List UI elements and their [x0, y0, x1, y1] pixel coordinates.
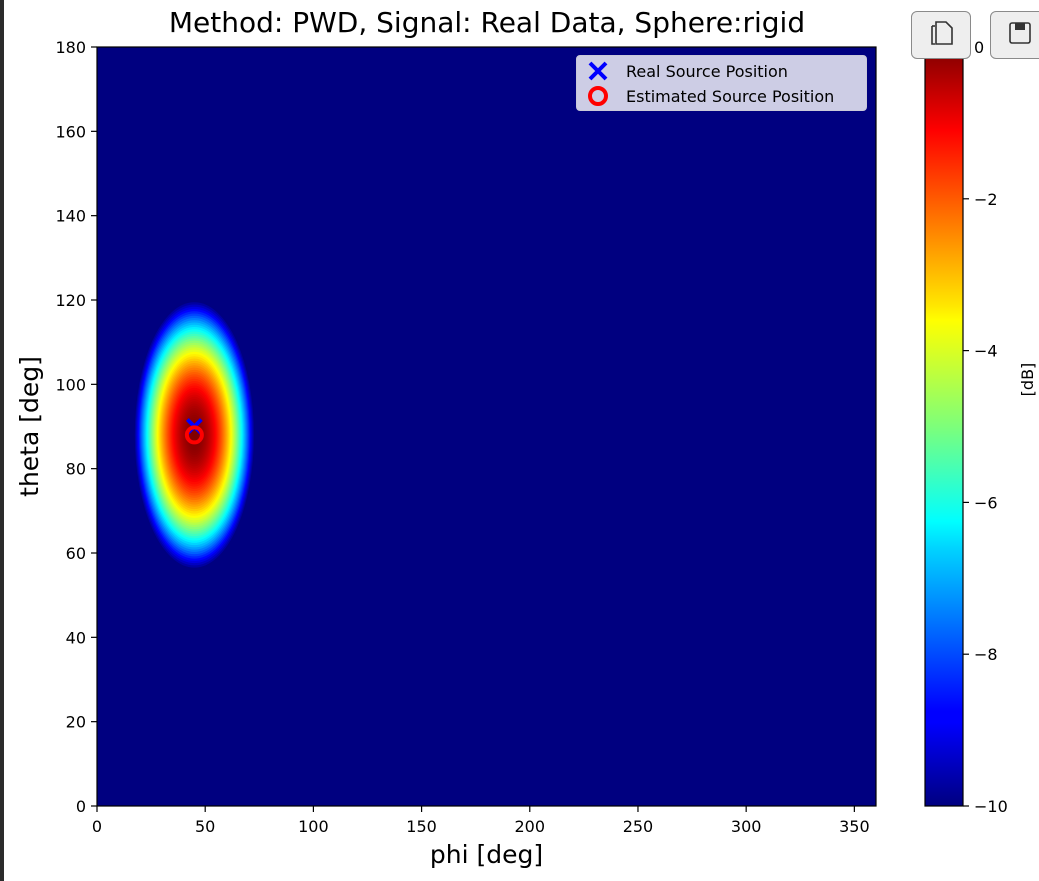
x-axis-label: phi [deg] [430, 840, 543, 869]
source-markers [184, 418, 204, 445]
colorbar: 0 −2 −4 −6 −8 −10 [dB] [924, 38, 1037, 816]
y-tick-label: 120 [55, 291, 86, 310]
colorbar-gradient [925, 47, 963, 806]
colorbar-tick-label: −8 [974, 645, 998, 664]
chart-title: Method: PWD, Signal: Real Data, Sphere:r… [168, 6, 806, 39]
y-tick-label: 180 [55, 38, 86, 57]
plot-frame [96, 46, 877, 807]
heatmap-contour [193, 432, 196, 438]
x-tick-label: 100 [298, 817, 329, 836]
colorbar-label: [dB] [1018, 363, 1037, 397]
x-tick-label: 0 [92, 817, 102, 836]
colorbar-tick-label: −2 [974, 190, 998, 209]
axes: 0 50 100 150 200 250 300 350 0 20 40 60 80 100 120 140 1… [15, 38, 877, 869]
colorbar-tick-label: −6 [974, 493, 998, 512]
legend-item-estimated: Estimated Source Position [587, 84, 834, 108]
legend-label-real: Real Source Position [626, 61, 788, 81]
x-tick-label: 300 [731, 817, 762, 836]
x-tick-label: 200 [515, 817, 546, 836]
copy-icon [927, 18, 955, 52]
copy-button[interactable] [911, 11, 971, 59]
legend-label-estimated: Estimated Source Position [626, 86, 835, 106]
save-button[interactable] [990, 11, 1039, 59]
y-axis-label: theta [deg] [15, 356, 44, 497]
window-edge [0, 0, 4, 881]
y-tick-label: 80 [66, 460, 86, 479]
colorbar-tick-label: −10 [974, 797, 1008, 816]
floppy-disk-icon [1007, 20, 1033, 50]
blue-x-marker-icon [587, 60, 609, 82]
legend-item-real: Real Source Position [587, 59, 788, 83]
estimated-source-marker [184, 425, 204, 445]
x-tick-label: 350 [839, 817, 870, 836]
y-tick-label: 160 [55, 122, 86, 141]
y-tick-label: 40 [66, 628, 86, 647]
y-tick-label: 20 [66, 713, 86, 732]
x-tick-label: 250 [623, 817, 654, 836]
y-tick-label: 140 [55, 207, 86, 226]
legend: Real Source Position Estimated Source Po… [576, 55, 867, 111]
colorbar-tick-label: −4 [974, 342, 998, 361]
colorbar-tick-label: 0 [974, 38, 984, 57]
heatmap-area [97, 47, 876, 806]
y-tick-label: 0 [76, 797, 86, 816]
y-tick-label: 60 [66, 544, 86, 563]
x-tick-label: 150 [406, 817, 437, 836]
y-tick-label: 100 [55, 375, 86, 394]
x-tick-label: 50 [195, 817, 215, 836]
red-circle-marker-icon [587, 85, 609, 107]
